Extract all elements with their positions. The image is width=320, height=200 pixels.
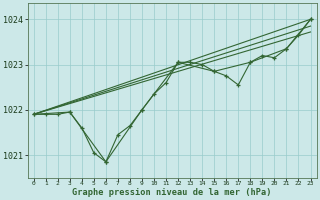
X-axis label: Graphe pression niveau de la mer (hPa): Graphe pression niveau de la mer (hPa) <box>72 188 272 197</box>
